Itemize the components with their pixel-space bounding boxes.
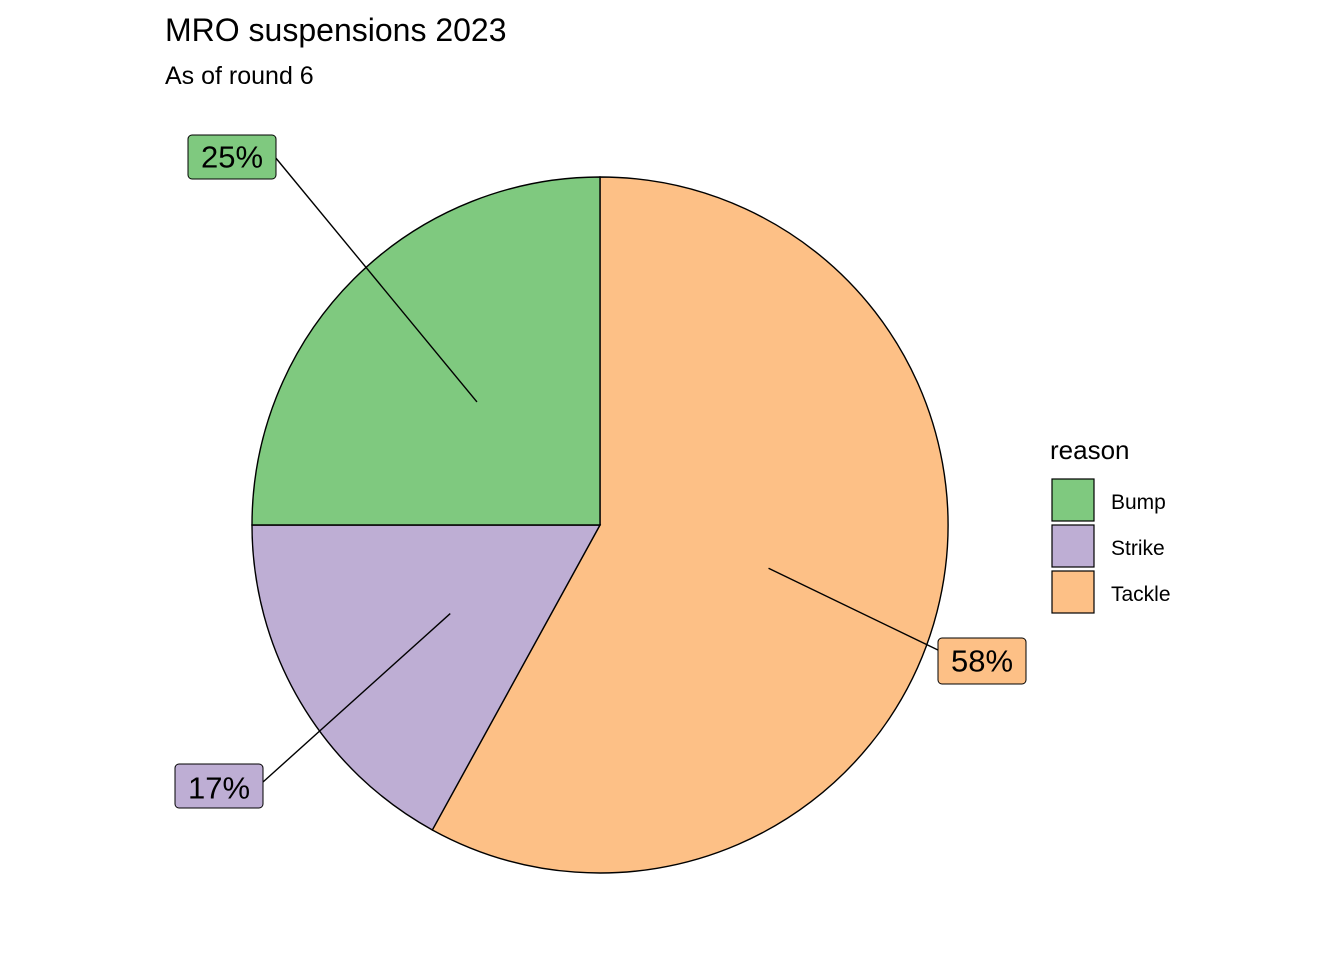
- data-label-box-strike: [174, 763, 264, 809]
- pie-slices: [251, 176, 949, 874]
- leader-line-strike: [262, 613, 451, 783]
- legend: reason Bump Strike Tackle: [1050, 435, 1171, 614]
- pie-slice-strike: [251, 524, 602, 831]
- data-label-box-tackle: [937, 637, 1027, 685]
- slice-labels: 58% 17% 25%: [174, 134, 1027, 809]
- legend-label-bump: Bump: [1111, 491, 1166, 514]
- chart-title: MRO suspensions 2023: [165, 12, 507, 48]
- pie-slice-tackle: [431, 176, 949, 874]
- leader-line-bump: [274, 156, 478, 403]
- legend-key-tackle: [1051, 570, 1095, 614]
- legend-title: reason: [1050, 435, 1130, 465]
- data-label-box-bump: [187, 134, 277, 180]
- data-label-bump: 25%: [201, 140, 263, 175]
- legend-key-bump: [1051, 478, 1095, 522]
- legend-label-tackle: Tackle: [1111, 583, 1171, 606]
- legend-key-strike: [1051, 524, 1095, 568]
- legend-label-strike: Strike: [1111, 537, 1165, 560]
- chart-subtitle: As of round 6: [165, 62, 314, 90]
- pie-slice-bump: [251, 176, 601, 526]
- data-label-tackle: 58%: [951, 644, 1013, 679]
- leader-line-tackle: [768, 567, 941, 652]
- data-label-strike: 17%: [188, 771, 250, 806]
